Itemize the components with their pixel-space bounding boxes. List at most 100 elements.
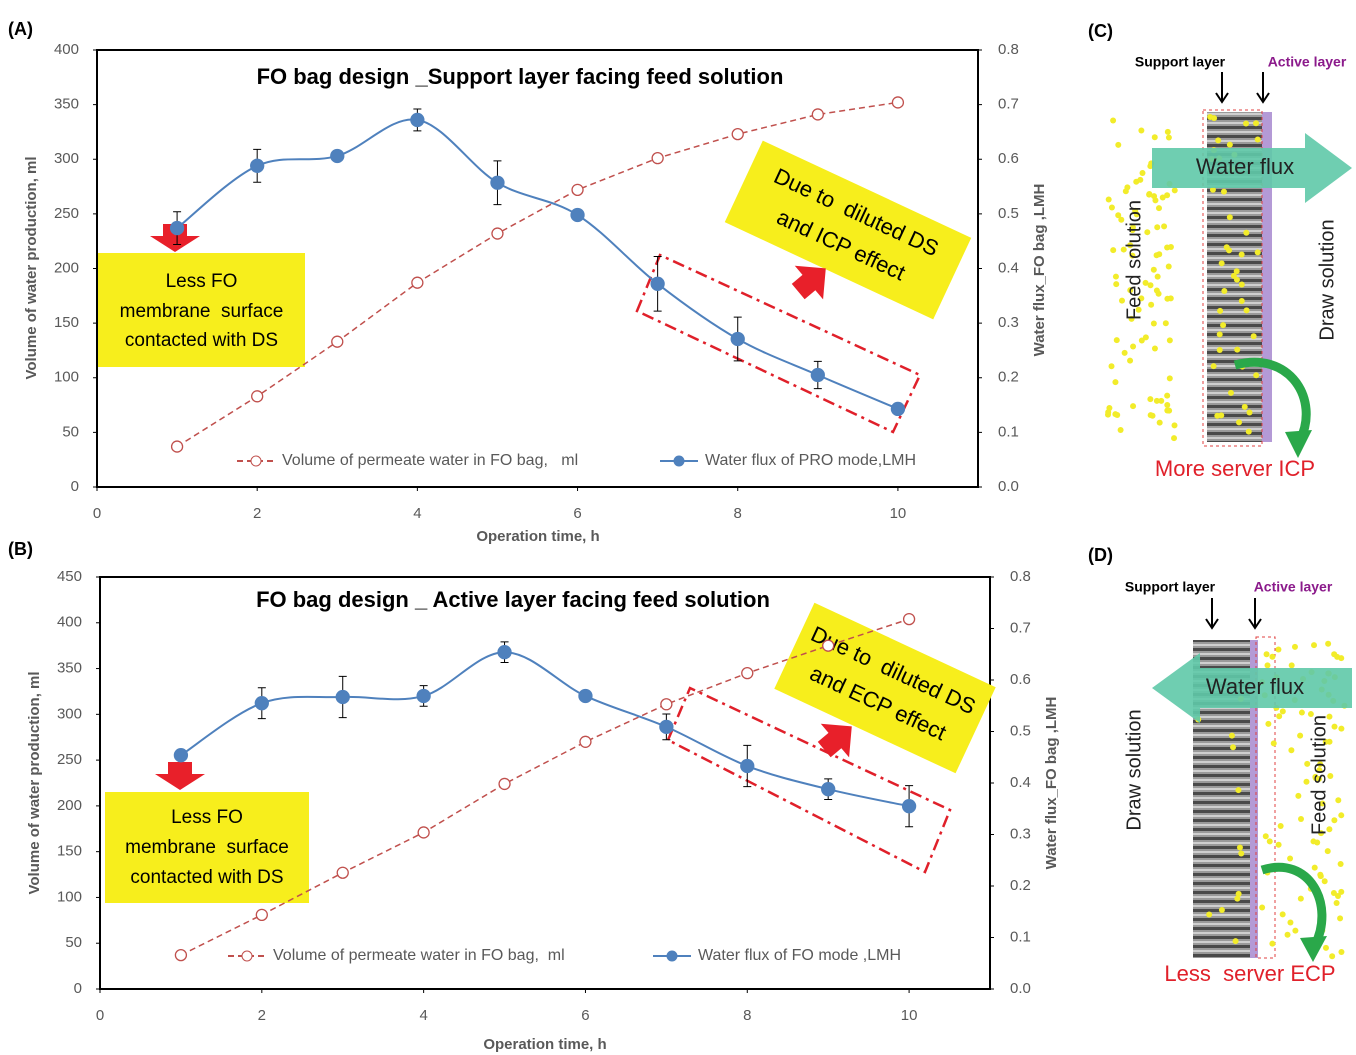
panel-label: (C): [1088, 21, 1113, 41]
solute-dot: [1287, 919, 1293, 925]
marker: [332, 336, 343, 347]
x-tick-label: 0: [96, 1007, 104, 1024]
solute-dot: [1164, 402, 1170, 408]
solute-dot: [1299, 710, 1305, 716]
solute-dot: [1217, 331, 1223, 337]
y2-tick-label: 0.2: [998, 369, 1019, 386]
solute-dot: [1112, 379, 1118, 385]
support-label: Support layer: [1125, 579, 1216, 595]
annotation-box: [725, 141, 971, 320]
solute-dot: [1220, 322, 1226, 328]
x-tick-label: 0: [93, 505, 101, 522]
y-tick-label: 150: [57, 843, 82, 860]
solute-dot: [1127, 358, 1133, 364]
y2-tick-label: 0.5: [998, 205, 1019, 222]
solute-dot: [1332, 724, 1338, 730]
solute-dot: [1206, 911, 1212, 917]
solute-dot: [1164, 192, 1170, 198]
y2-tick-label: 0.0: [998, 478, 1019, 495]
x-tick-label: 10: [890, 505, 907, 522]
solute-dot: [1167, 375, 1173, 381]
marker: [742, 668, 753, 679]
solute-dot: [1217, 347, 1223, 353]
solute-dot: [1143, 334, 1149, 340]
flux-label: Water flux: [1206, 674, 1304, 699]
curved-arrow: [1262, 867, 1322, 945]
x-tick-label: 2: [258, 1007, 266, 1024]
y-tick-label: 350: [54, 96, 79, 113]
solute-dot: [1218, 412, 1224, 418]
caption: More server ICP: [1155, 456, 1315, 481]
x-tick-label: 10: [901, 1007, 918, 1024]
solute-dot: [1289, 662, 1295, 668]
active-label: Active layer: [1268, 54, 1347, 70]
solute-dot: [1217, 308, 1223, 314]
panel-label: (B): [8, 539, 33, 559]
y-tick-label: 200: [54, 259, 79, 276]
annotation-text: Less FO: [171, 807, 243, 828]
y-tick-label: 400: [54, 41, 79, 58]
solute-dot: [1156, 291, 1162, 297]
solute-dot: [1164, 393, 1170, 399]
solute-dot: [1239, 251, 1245, 257]
legend-label: Water flux of PRO mode,LMH: [705, 452, 916, 469]
legend-marker: [667, 951, 677, 961]
solute-dot: [1219, 260, 1225, 266]
solute-dot: [1118, 427, 1124, 433]
y-axis-title: Volume of water production, ml: [23, 156, 40, 379]
red-arrow: [155, 762, 205, 790]
x-tick-label: 4: [419, 1007, 427, 1024]
solute-dot: [1207, 114, 1213, 120]
x-tick-label: 4: [413, 505, 421, 522]
panel-label: (D): [1088, 545, 1113, 565]
active-label: Active layer: [1254, 579, 1333, 595]
solute-dot: [1148, 412, 1154, 418]
solute-dot: [1154, 224, 1160, 230]
solute-dot: [1151, 320, 1157, 326]
solute-dot: [1253, 120, 1259, 126]
legend-label: Volume of permeate water in FO bag, ml: [273, 947, 565, 964]
marker: [411, 113, 424, 126]
y2-tick-label: 0.5: [1010, 722, 1031, 739]
solute-dot: [1164, 407, 1170, 413]
solute-dot: [1263, 833, 1269, 839]
solute-dot: [1338, 726, 1344, 732]
solute-dot: [1278, 823, 1284, 829]
marker: [660, 720, 673, 733]
marker: [172, 441, 183, 452]
y2-tick-label: 0.1: [998, 423, 1019, 440]
marker: [417, 689, 430, 702]
marker: [251, 159, 264, 172]
solute-dot: [1244, 307, 1250, 313]
curved-arrow-head: [1300, 936, 1327, 962]
marker: [256, 909, 267, 920]
panel-label: (A): [8, 19, 33, 39]
y2-tick-label: 0.0: [1010, 980, 1031, 997]
y-tick-label: 50: [62, 423, 79, 440]
solute-dot: [1312, 865, 1318, 871]
solute-dot: [1331, 890, 1337, 896]
x-tick-label: 8: [734, 505, 742, 522]
solute-dot: [1317, 872, 1323, 878]
solute-dot: [1298, 896, 1304, 902]
solute-dot: [1172, 187, 1178, 193]
solute-dot: [1325, 641, 1331, 647]
solute-dot: [1138, 127, 1144, 133]
marker: [732, 129, 743, 140]
solute-dot: [1157, 420, 1163, 426]
solute-dot: [1234, 896, 1240, 902]
solute-dot: [1246, 410, 1252, 416]
marker: [492, 228, 503, 239]
solute-dot: [1123, 188, 1129, 194]
marker: [175, 950, 186, 961]
curved-arrow-head: [1285, 430, 1312, 458]
y-tick-label: 100: [54, 369, 79, 386]
marker: [812, 109, 823, 120]
right-label: Feed solution: [1308, 715, 1330, 835]
solute-dot: [1152, 346, 1158, 352]
solute-dot: [1338, 812, 1344, 818]
solute-dot: [1148, 302, 1154, 308]
solute-dot: [1275, 647, 1281, 653]
solute-dot: [1166, 135, 1172, 141]
solute-dot: [1238, 850, 1244, 856]
